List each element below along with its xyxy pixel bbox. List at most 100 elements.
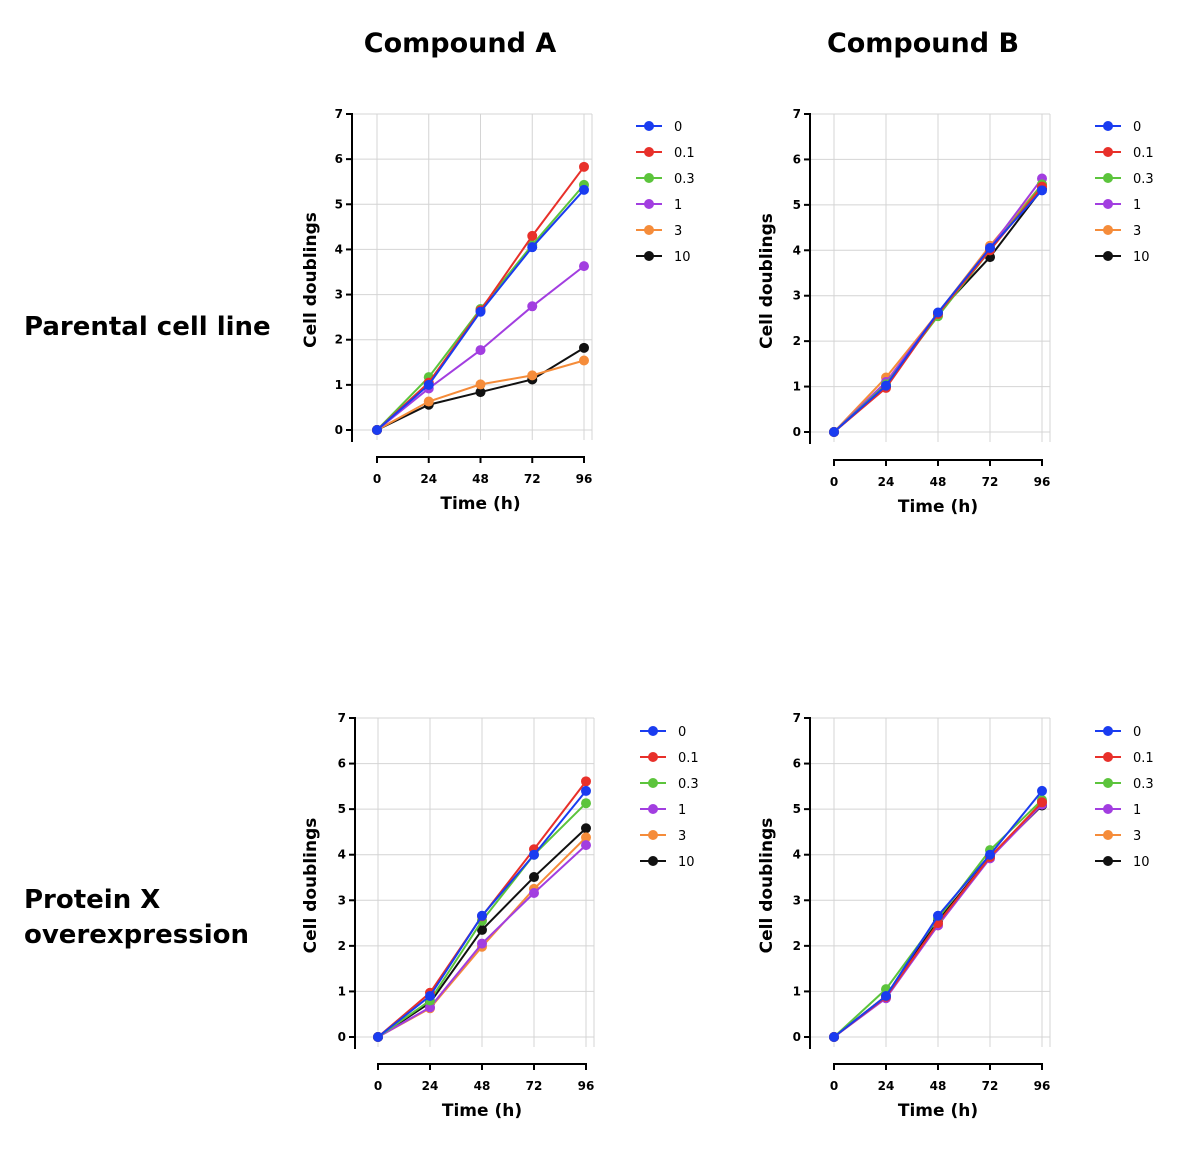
data-point-0.3 [581,798,591,809]
y-tick-label: 2 [335,333,343,347]
data-point-3 [423,396,434,407]
y-tick-label: 0 [338,1030,346,1044]
data-point-1 [475,345,486,356]
data-point-1 [579,261,589,272]
legend-label: 1 [678,803,686,818]
legend-label: 0.1 [678,751,699,766]
x-tick-label: 24 [420,472,437,486]
x-tick-label: 96 [1034,475,1051,489]
legend-label: 0.3 [674,172,695,187]
data-point-1 [527,301,538,312]
y-tick-label: 2 [793,334,801,348]
legend-marker [648,830,658,840]
legend-marker [644,225,654,235]
y-tick-label: 5 [338,802,346,816]
legend-marker [648,726,658,736]
data-point-0.1 [1037,797,1047,808]
legend-label: 0.1 [674,146,695,161]
legend-label: 0.3 [1133,777,1154,792]
legend-marker [644,121,654,131]
x-tick-label: 96 [578,1079,595,1093]
y-tick-label: 4 [793,243,801,257]
y-tick-label: 3 [793,289,801,303]
x-tick-label: 72 [524,472,541,486]
data-point-0 [529,849,539,860]
y-tick-label: 1 [335,378,343,392]
y-tick-label: 7 [793,107,801,121]
x-axis-title: Time (h) [898,1101,978,1121]
x-tick-label: 24 [422,1079,439,1093]
legend-label: 1 [674,198,682,213]
legend-marker [644,147,654,157]
legend-marker [1103,199,1113,209]
data-point-0 [372,425,382,435]
legend-label: 10 [1133,250,1150,265]
legend-label: 1 [1133,803,1141,818]
data-point-3 [527,370,538,381]
data-point-0.1 [527,230,538,241]
legend-marker [644,199,654,209]
legend-marker [1103,778,1113,788]
legend-marker [1103,830,1113,840]
data-point-0 [985,849,995,860]
x-tick-label: 72 [982,475,999,489]
x-tick-label: 96 [1034,1079,1051,1093]
legend-marker [648,856,658,866]
y-tick-label: 0 [335,423,343,437]
legend-label: 0.3 [678,777,699,792]
x-tick-label: 24 [878,1079,895,1093]
x-axis-title: Time (h) [898,497,978,517]
y-tick-label: 5 [335,197,343,211]
y-tick-label: 7 [335,107,343,121]
y-tick-label: 5 [793,198,801,212]
row-title-parental: Parental cell line [24,312,271,342]
y-tick-label: 6 [338,757,346,771]
data-point-0 [1037,785,1047,796]
legend-marker [1103,147,1113,157]
data-point-0 [933,307,943,318]
x-tick-label: 48 [474,1079,491,1093]
x-axis-title: Time (h) [442,1101,522,1121]
legend-marker [1103,173,1113,183]
y-tick-label: 5 [793,802,801,816]
y-tick-label: 2 [793,939,801,953]
legend-marker [1103,856,1113,866]
legend-label: 3 [1133,829,1141,844]
y-axis-title: Cell doublings [757,818,777,954]
x-tick-label: 0 [830,475,838,489]
y-tick-label: 6 [793,757,801,771]
data-point-1 [477,938,487,949]
x-tick-label: 96 [576,472,593,486]
legend-label: 3 [678,829,686,844]
row-title-protein-x: Protein X [24,885,161,915]
legend-label: 10 [678,855,695,870]
y-tick-label: 7 [793,711,801,725]
y-tick-label: 0 [793,1030,801,1044]
legend-marker [648,752,658,762]
data-point-0 [423,379,434,390]
legend-marker [1103,804,1113,814]
data-point-10 [579,342,589,353]
y-tick-label: 6 [335,152,343,166]
column-title-compound-b: Compound B [826,28,1020,59]
data-point-1 [425,1002,435,1013]
x-tick-label: 72 [526,1079,543,1093]
data-point-1 [529,887,539,898]
column-title-compound-a: Compound A [363,28,557,59]
data-point-0 [829,1032,839,1042]
x-axis-title: Time (h) [440,494,520,514]
x-tick-label: 48 [930,475,947,489]
legend-marker [1103,121,1113,131]
y-axis-title: Cell doublings [301,212,321,348]
y-tick-label: 7 [338,711,346,725]
legend-marker [1103,225,1113,235]
data-point-3 [579,355,589,366]
x-tick-label: 0 [373,472,381,486]
y-tick-label: 1 [793,984,801,998]
data-point-0 [881,990,891,1001]
data-point-0.1 [579,161,589,172]
legend-label: 0 [674,120,682,135]
